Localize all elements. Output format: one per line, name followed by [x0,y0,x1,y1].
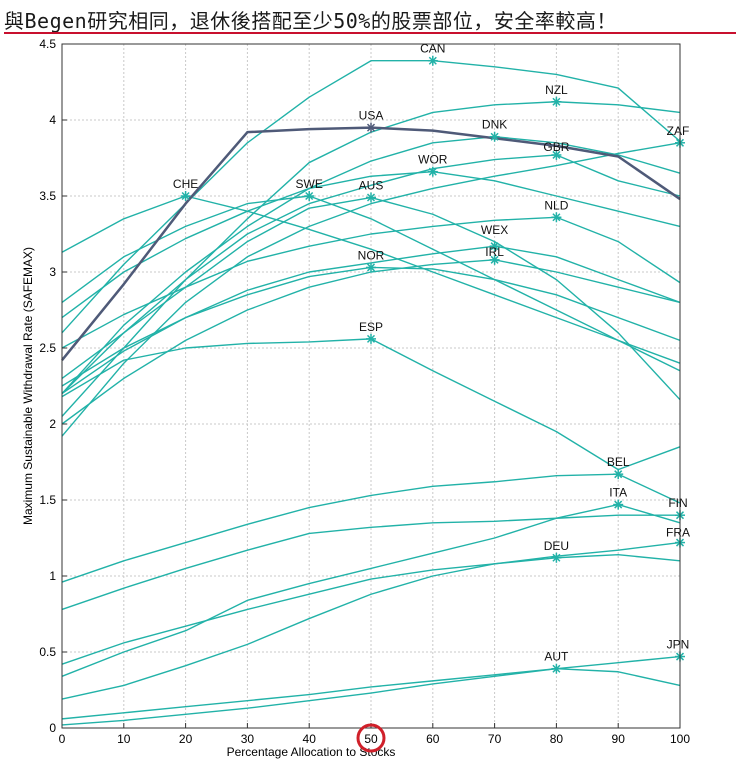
peak-marker-wex [489,241,500,252]
peak-marker-gbr [551,149,562,160]
series-label-dnk: DNK [482,118,507,132]
y-tick-label: 0 [49,721,56,735]
series-label-aut: AUT [544,650,569,664]
peak-marker-che [180,191,191,201]
series-label-deu: DEU [544,539,569,553]
x-tick-label: 10 [117,732,131,746]
series-label-can: CAN [420,42,445,56]
series-line-can [61,60,681,334]
series-line-ita [61,503,681,677]
x-tick-label: 80 [550,732,564,746]
peak-marker-nzl [551,96,562,107]
series-line-deu [61,554,681,665]
series-label-che: CHE [173,177,198,191]
series-line-dnk [61,136,681,395]
series-label-nor: NOR [358,248,385,262]
x-tick-label: 20 [179,732,193,746]
series-label-usa: USA [359,109,384,123]
y-tick-label: 2.5 [39,341,56,355]
peak-marker-esp [366,333,376,344]
peak-marker-ita [613,499,624,510]
y-tick-label: 4 [49,113,56,127]
x-tick-label: 90 [612,732,626,746]
y-tick-label: 3 [49,265,56,279]
peak-marker-dnk [489,131,500,142]
y-tick-label: 4.5 [39,37,56,51]
series-label-aus: AUS [359,179,384,193]
peak-marker-bel [613,469,624,480]
x-axis-title: Percentage Allocation to Stocks [227,745,396,759]
axes: 0 10 20 30 40 50 60 70 80 90 100 0 0.5 1 1.5 2 2.5 3 3.5 4 4… [21,37,690,759]
x-tick-label: 60 [426,732,440,746]
peak-marker-usa [366,122,376,133]
series-line-fin [61,514,680,611]
x-tick-label: 30 [241,732,255,746]
y-tick-label: 0.5 [39,645,56,659]
x-tick-label: 50 [364,732,378,746]
x-tick-label: 0 [59,732,66,746]
series-label-nld: NLD [544,198,568,212]
y-tick-label: 2 [49,417,56,431]
peak-marker-nor [366,262,376,273]
series-label-wex: WEX [481,223,508,237]
x-tick-label: 100 [670,732,690,746]
banner: 與Begen研究相同，退休後搭配至少50%的股票部位，安全率較高！ [4,2,736,34]
series-line-nld [61,216,681,349]
peak-marker-can [427,55,438,66]
series-line-aut [61,668,681,720]
series-label-zaf: ZAF [667,124,690,138]
peak-marker-nld [551,212,562,223]
series-label-esp: ESP [359,320,383,334]
series-label-fra: FRA [666,526,690,540]
peak-marker-deu [551,552,562,563]
grid [62,44,680,728]
x-tick-label: 70 [488,732,502,746]
series-label-irl: IRL [485,245,504,259]
series-label-nzl: NZL [545,83,568,97]
series-labels: USA CAN NZL DNK ZAF GBR WOR CHE SWE AUS NLD WEX IRL N… [173,42,690,664]
peak-marker-wor [427,166,438,177]
y-tick-label: 1.5 [39,493,56,507]
series-line-che [61,195,681,364]
series-line-jpn [61,655,681,726]
x-tick-label: 40 [303,732,317,746]
y-tick-label: 3.5 [39,189,56,203]
series-line-wor [61,170,681,319]
series-line-swe [61,195,681,372]
highlight-circle [356,723,386,753]
series-line-gbr [61,154,681,395]
series-label-fin: FIN [668,496,687,510]
banner-rule [4,32,736,34]
series-label-bel: BEL [607,455,630,469]
peak-marker-aus [366,192,376,203]
series-label-ita: ITA [609,486,627,500]
peak-marker-irl [489,254,500,265]
banner-text: 與Begen研究相同，退休後搭配至少50%的股票部位，安全率較高！ [4,9,617,33]
series-line-zaf [61,142,681,437]
series-label-wor: WOR [418,153,448,167]
series-line-fra [61,541,681,700]
series-label-gbr: GBR [543,140,569,154]
peak-marker-swe [304,191,315,201]
series-label-jpn: JPN [667,638,690,652]
y-axis-title: Maximum Sustainable Withdrawal Rate (SAF… [21,247,35,525]
series-line-bel [61,473,681,583]
peak-marker-aut [551,663,562,674]
peak-markers [180,55,685,674]
y-tick-label: 1 [49,569,56,583]
series-label-swe: SWE [296,177,323,191]
